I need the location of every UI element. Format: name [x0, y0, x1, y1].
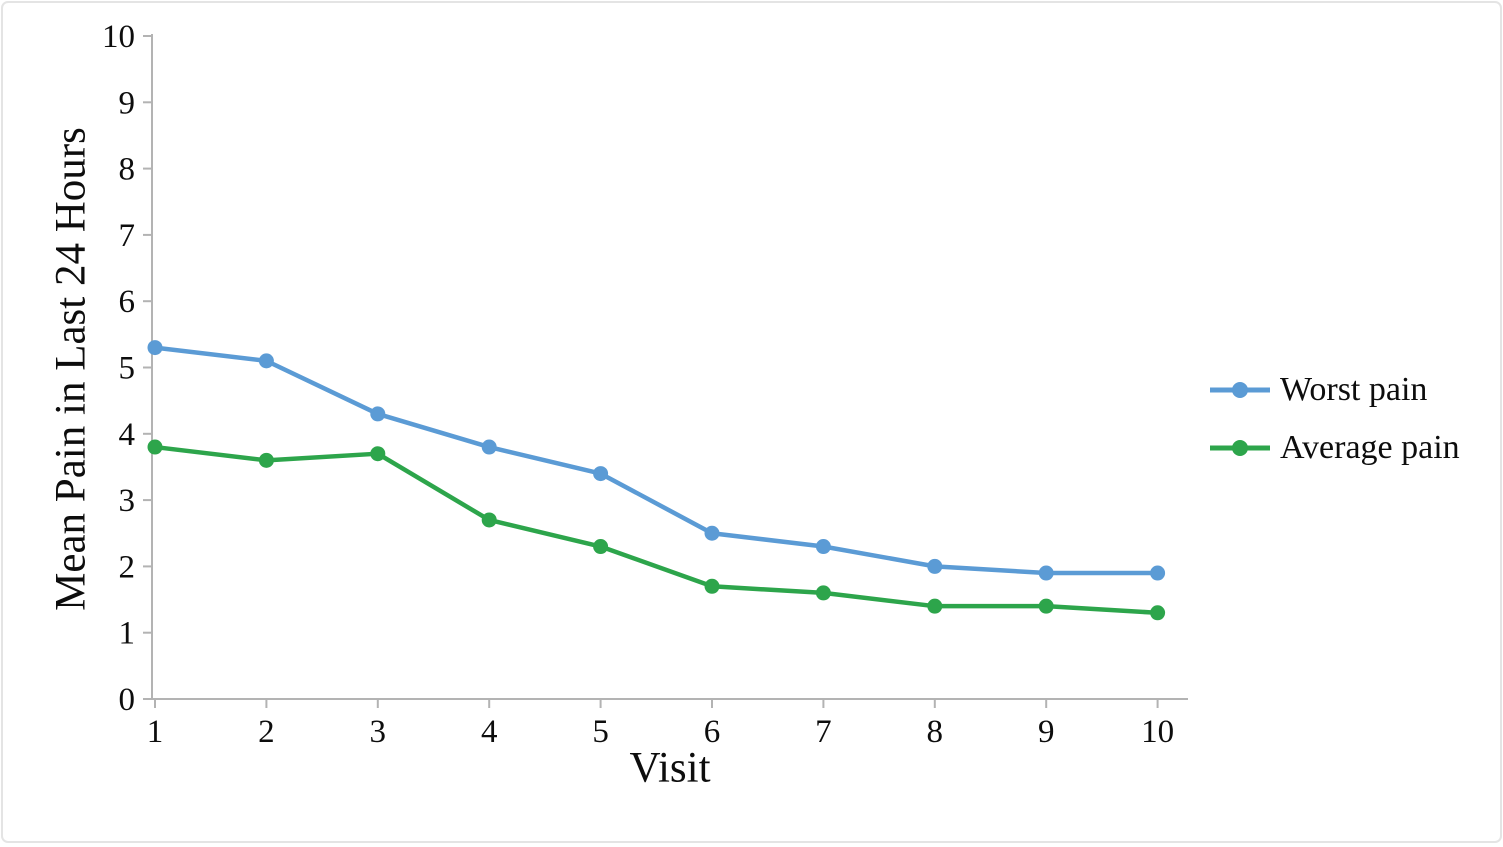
x-tick-label: 9 — [1038, 714, 1055, 750]
data-point-worst-pain-visit-10 — [1150, 565, 1166, 581]
worst-pain-line-swatch-icon — [1210, 382, 1270, 398]
data-point-average-pain-visit-8 — [927, 598, 943, 614]
series-line-average-pain — [152, 444, 1160, 616]
data-point-average-pain-visit-1 — [147, 439, 163, 455]
x-tick-label: 10 — [1141, 714, 1174, 750]
y-tick-label: 3 — [119, 483, 136, 519]
y-tick-label: 5 — [119, 351, 136, 387]
x-tick-label: 1 — [147, 714, 164, 750]
data-point-average-pain-visit-3 — [370, 446, 386, 462]
y-tick-label: 4 — [119, 417, 136, 453]
x-tick-label: 5 — [592, 714, 609, 750]
data-point-worst-pain-visit-5 — [593, 466, 609, 482]
x-tick-label: 3 — [370, 714, 387, 750]
y-tick-label: 0 — [119, 682, 136, 718]
data-point-average-pain-visit-4 — [481, 512, 497, 528]
data-point-worst-pain-visit-7 — [815, 539, 831, 555]
y-tick-label: 10 — [102, 19, 135, 55]
y-tick-label: 8 — [119, 152, 136, 188]
data-point-worst-pain-visit-9 — [1038, 565, 1054, 581]
legend-item-worst-pain: Worst pain — [1209, 369, 1460, 411]
data-point-worst-pain-visit-4 — [481, 439, 497, 455]
x-tick-label: 8 — [927, 714, 944, 750]
data-point-average-pain-visit-2 — [258, 452, 274, 468]
legend-label-worst-pain: Worst pain — [1280, 371, 1428, 408]
data-point-worst-pain-visit-1 — [147, 340, 163, 356]
data-point-worst-pain-visit-3 — [370, 406, 386, 422]
average-pain-line-swatch-icon — [1210, 440, 1270, 456]
series-line-worst-pain — [152, 345, 1160, 576]
y-tick-label: 9 — [119, 85, 136, 121]
data-point-worst-pain-visit-8 — [927, 558, 943, 574]
y-tick-label: 1 — [119, 616, 136, 652]
x-axis-title: Visit — [629, 744, 711, 792]
data-point-average-pain-visit-10 — [1150, 605, 1166, 621]
y-tick-label: 6 — [119, 284, 136, 320]
x-tick-label: 4 — [481, 714, 498, 750]
legend-item-average-pain: Average pain — [1209, 427, 1460, 469]
x-tick-label: 2 — [258, 714, 275, 750]
data-point-average-pain-visit-9 — [1038, 598, 1054, 614]
y-tick-label: 2 — [119, 549, 136, 585]
data-point-average-pain-visit-5 — [593, 539, 609, 555]
data-point-worst-pain-visit-2 — [258, 353, 274, 369]
data-point-average-pain-visit-6 — [704, 578, 720, 594]
data-point-worst-pain-visit-6 — [704, 525, 720, 541]
legend-label-average-pain: Average pain — [1280, 429, 1460, 466]
data-point-average-pain-visit-7 — [815, 585, 831, 601]
chart-legend: Worst pain Average pain — [1209, 369, 1460, 469]
y-axis-title: Mean Pain in Last 24 Hours — [47, 127, 95, 611]
x-tick-label: 7 — [815, 714, 832, 750]
x-tick-label: 6 — [704, 714, 721, 750]
y-tick-label: 7 — [119, 218, 136, 254]
